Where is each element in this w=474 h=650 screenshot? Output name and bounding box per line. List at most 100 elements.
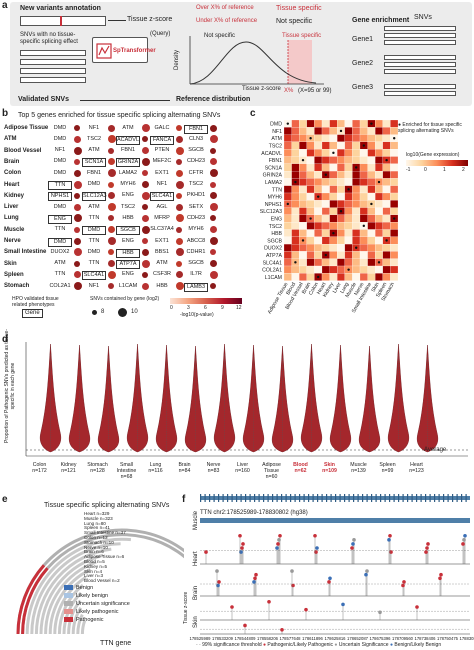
heatmap-cell: [291, 214, 300, 223]
heatmap-cell: [299, 207, 307, 215]
heatmap-cell: [344, 119, 353, 128]
heatmap-cell: [321, 156, 330, 164]
gene-label: EXT1: [155, 237, 169, 244]
gene-label: GRIN2A: [116, 158, 140, 168]
heatmap-cell: [390, 273, 399, 281]
enriched-star: [355, 246, 358, 249]
heatmap-cell: [352, 251, 361, 259]
legend-star-text: Enriched for tissue specific splicing al…: [398, 122, 462, 134]
heatmap-cell: [375, 200, 383, 208]
enriched-star: [339, 129, 343, 133]
heatmap-cell: [367, 265, 376, 274]
tissue-row-label: Skin: [4, 260, 17, 267]
gene-label: ENG: [48, 214, 72, 224]
heatmap-cell: [329, 273, 338, 281]
variant-dot: [313, 533, 317, 538]
axis-tissue-z-label: Tissue z-score: [242, 86, 281, 92]
heatmap-cell: [321, 222, 330, 230]
gene-label: PKHD1: [186, 192, 206, 199]
heatmap-tissue-label: Skin: [370, 282, 380, 294]
exon-mark: [254, 494, 256, 502]
legend-size-10: 10: [131, 309, 138, 315]
enrichment-dot: [74, 214, 82, 223]
enrichment-dot: [210, 237, 218, 245]
arrow-to-zscore: [108, 20, 126, 21]
heatmap-cell: [359, 258, 368, 267]
legend-gene-box: Gene: [22, 309, 43, 318]
heatmap-cell: [367, 156, 376, 164]
gene-label: SLC37A4: [150, 226, 174, 233]
heatmap-cell: [299, 192, 307, 201]
heatmap-cell: [283, 185, 292, 194]
heatmap-colorbar: [406, 160, 468, 166]
heatmap-cell: [382, 185, 391, 194]
gene-label: SCN1A: [82, 158, 106, 168]
variant-dot: [438, 576, 442, 581]
enrichment-dot: [74, 282, 82, 291]
heatmap-gene-label: ENG: [271, 217, 282, 223]
enrichment-dot: [74, 125, 80, 131]
heatmap-cell: [321, 134, 330, 143]
heatmap-cell: [375, 207, 383, 215]
heatmap-cell: [306, 273, 315, 281]
exon-mark: [308, 494, 310, 502]
heatmap-cell: [352, 149, 361, 157]
violin: [68, 344, 91, 453]
heatmap-cell: [329, 141, 338, 150]
tissue-specific-label: Tissue specific: [276, 5, 322, 12]
heatmap-cell: [314, 119, 323, 128]
genomic-tick-label: 178544809: [235, 636, 257, 641]
heatmap-cell: [344, 251, 353, 259]
ring-label: Spleen n=41: [84, 525, 110, 531]
gene-label: MEF2C: [152, 158, 172, 165]
gene-label: SLC4A1: [82, 271, 106, 281]
tissue-n: n=139: [351, 468, 366, 474]
violin-tissue-label: Colon n=172: [24, 462, 55, 474]
legend-row: Benign: [64, 584, 164, 592]
exon-mark: [294, 494, 296, 502]
violin-tissue-label: Liver n=160: [227, 462, 258, 474]
heatmap-cell: [283, 273, 292, 281]
variant-dot: [241, 542, 245, 546]
variant-dot: [254, 572, 258, 577]
exon-mark: [344, 494, 346, 502]
heatmap-cell: [337, 258, 345, 267]
heatmap-cell: [344, 192, 353, 201]
heatmap-cell: [344, 258, 353, 267]
tissue-zscore-label: Tissue z-score: [127, 16, 173, 23]
enriched-star: [301, 239, 305, 242]
heatmap-cell: [344, 170, 353, 179]
gene-label: ATP7A: [116, 260, 140, 270]
exon-mark: [204, 494, 206, 502]
gene-label: SGCB: [116, 226, 140, 236]
enrichment-dot: [176, 146, 184, 155]
genomic-tick-label: 178675396: [370, 636, 392, 641]
exon-mark: [389, 494, 391, 502]
curve-not-specific-label: Not specific: [204, 33, 236, 39]
heatmap-cell: [291, 229, 300, 237]
heatmap-cell: [337, 200, 345, 208]
gene-label: CLN3: [188, 135, 204, 142]
heatmap-cell: [382, 273, 391, 281]
tissue-row-label: Liver: [4, 204, 19, 211]
exon-mark: [348, 494, 350, 502]
heatmap-cell: [390, 192, 399, 201]
ring-arc: [71, 607, 83, 635]
heatmap-cell: [359, 163, 368, 172]
tissue-name: Lung: [149, 462, 162, 468]
gene-label: SGCB: [188, 260, 204, 267]
tissue-n: n=121: [61, 468, 76, 474]
over-label: Over X% of reference: [196, 5, 254, 11]
heatmap-cell: [321, 229, 330, 237]
variant-dot: [463, 533, 467, 538]
heatmap-cell: [390, 156, 399, 164]
enrichment-dot: [74, 203, 81, 211]
heatmap-cell: [321, 178, 330, 186]
variant-dot: [253, 576, 257, 581]
heatmap-gene-label: ACADVL: [261, 151, 282, 157]
gene-label: TSC2: [120, 203, 136, 210]
heatmap-cell: [359, 134, 368, 143]
variant-dot: [280, 628, 284, 632]
tissue-name: Adipose Tissue: [262, 462, 281, 474]
tissue-row-label: Heart: [4, 181, 20, 188]
